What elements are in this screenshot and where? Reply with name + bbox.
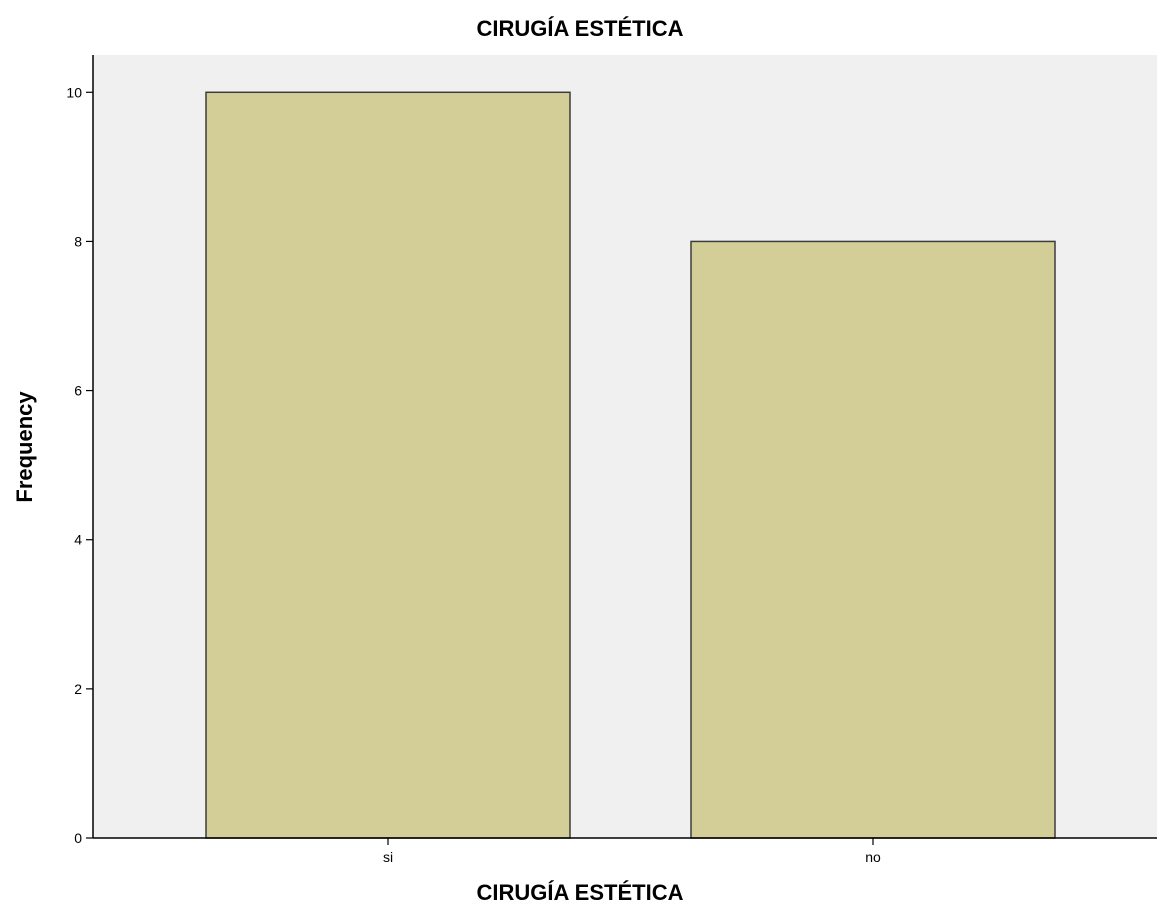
y-axis-label: Frequency [12, 391, 37, 503]
y-ticks-layer: 0 2 4 6 8 10 [66, 84, 93, 846]
y-tick-label: 2 [74, 681, 82, 697]
y-tick-label: 10 [66, 84, 82, 100]
chart-title: CIRUGÍA ESTÉTICA [477, 16, 684, 41]
y-tick-label: 6 [74, 383, 82, 399]
y-tick-label: 4 [74, 532, 82, 548]
x-tick-label-no: no [865, 849, 881, 865]
bar-no [691, 241, 1055, 838]
y-tick-label: 8 [74, 233, 82, 249]
bar-si [206, 92, 570, 838]
y-tick-label: 0 [74, 830, 82, 846]
x-tick-label-si: si [383, 849, 393, 865]
x-ticks-layer: si no [383, 838, 881, 865]
x-axis-label: CIRUGÍA ESTÉTICA [477, 880, 684, 905]
